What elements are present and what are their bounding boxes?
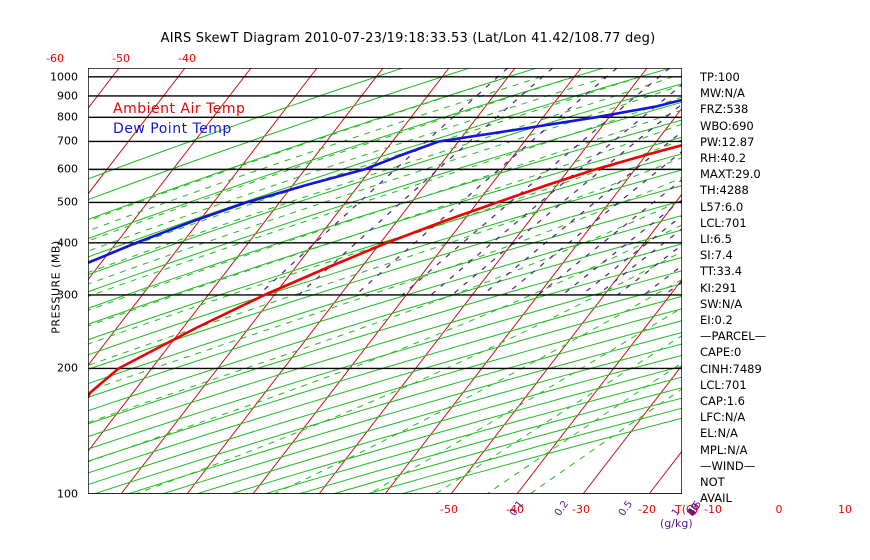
- mixing-ratio-unit-label: (g/kg): [660, 517, 693, 530]
- index-l5760: L57:6.0: [700, 199, 744, 214]
- top-temp-tick--40: -40: [178, 52, 196, 65]
- index-si74: SI:7.4: [700, 248, 733, 263]
- temperature-axis-unit-label: T(C): [675, 503, 698, 516]
- mixing-ratio-tick-0.2: 0.2: [552, 498, 571, 519]
- index-pw1287: PW:12.87: [700, 134, 755, 149]
- index-lfcna: LFC:N/A: [700, 410, 746, 425]
- pressure-tick-300: 300: [57, 288, 78, 302]
- index-lcl701: LCL:701: [700, 215, 747, 230]
- index-wbo690: WBO:690: [700, 118, 754, 133]
- index-lcl701: LCL:701: [700, 377, 747, 392]
- index-tt334: TT:33.4: [700, 264, 743, 279]
- bottom-temp-tick--30: -30: [572, 503, 590, 516]
- legend-dew-point-temp: Dew Point Temp: [113, 121, 232, 137]
- index-th4288: TH:4288: [700, 183, 749, 198]
- pressure-tick-1000: 1000: [50, 70, 78, 84]
- pressure-tick-600: 600: [57, 162, 78, 176]
- index-li65: LI:6.5: [700, 232, 732, 246]
- bottom-temp-tick--50: -50: [440, 503, 458, 516]
- index-ei02: EI:0.2: [700, 313, 733, 327]
- index-avail: AVAIL: [700, 491, 732, 506]
- index-tp100: TP:100: [700, 70, 740, 84]
- index-cape0: CAPE:0: [700, 345, 742, 360]
- pressure-tick-900: 900: [57, 89, 78, 103]
- index-rh402: RH:40.2: [700, 151, 747, 165]
- index-maxt290: MAXT:29.0: [700, 167, 761, 182]
- index-cap16: CAP:1.6: [700, 394, 745, 408]
- index-not: NOT: [700, 475, 725, 489]
- top-temp-tick--50: -50: [112, 52, 130, 65]
- index-mplna: MPL:N/A: [700, 442, 748, 457]
- pressure-tick-800: 800: [57, 110, 78, 124]
- skewt-plot-svg: [88, 68, 682, 494]
- pressure-tick-700: 700: [57, 134, 78, 148]
- bottom-temp-tick--20: -20: [638, 503, 656, 516]
- index-mwna: MW:N/A: [700, 86, 745, 101]
- index-swna: SW:N/A: [700, 296, 743, 311]
- pressure-tick-400: 400: [57, 236, 78, 250]
- bottom-temp-tick--10: -10: [704, 503, 722, 516]
- pressure-tick-100: 100: [57, 487, 78, 501]
- pressure-tick-500: 500: [57, 195, 78, 209]
- bottom-temp-tick-10: 10: [838, 503, 853, 516]
- bottom-temp-tick-0: 0: [775, 503, 783, 516]
- pressure-axis-title: PRESSURE (MB): [49, 240, 63, 334]
- pressure-tick-200: 200: [57, 361, 78, 375]
- top-temp-tick--60: -60: [46, 52, 64, 65]
- index-cinh7489: CINH:7489: [700, 361, 762, 376]
- index-ki291: KI:291: [700, 280, 737, 295]
- index-wind: —WIND—: [700, 458, 756, 473]
- legend-ambient-air-temp: Ambient Air Temp: [113, 101, 246, 117]
- bottom-temp-tick--40: -40: [506, 503, 524, 516]
- index-frz538: FRZ:538: [700, 102, 749, 117]
- index-parcel: —PARCEL—: [700, 329, 767, 344]
- skewt-plot-area: [88, 68, 682, 494]
- index-elna: EL:N/A: [700, 426, 738, 441]
- page-title: AIRS SkewT Diagram 2010-07-23/19:18:33.5…: [160, 31, 656, 46]
- mixing-ratio-tick-0.5: 0.5: [617, 498, 636, 519]
